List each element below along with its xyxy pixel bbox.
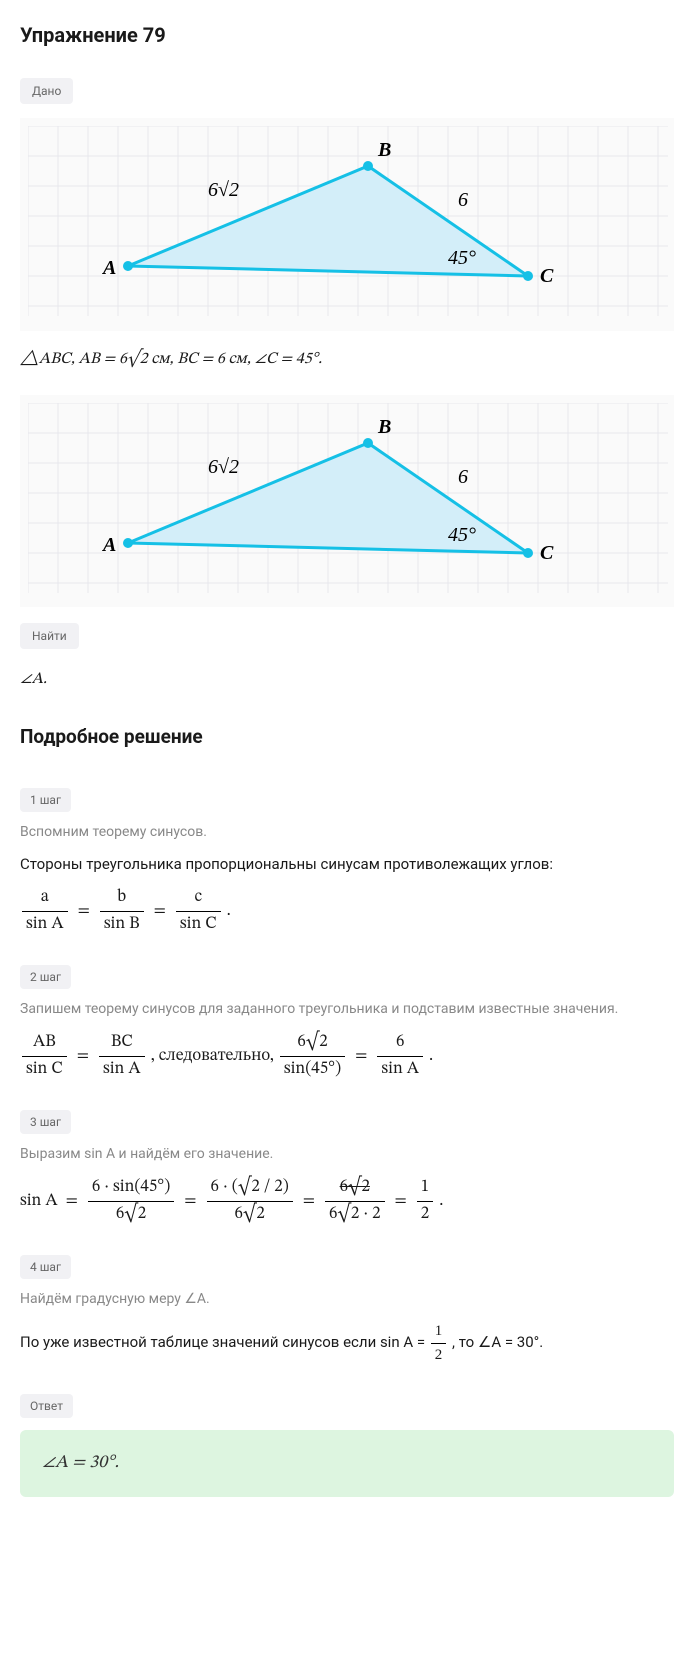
find-label: Найти (20, 623, 79, 649)
given-label: Дано (20, 78, 73, 104)
side-bc-label: 6 (458, 189, 468, 211)
step-1-label: 1 шаг (20, 788, 71, 812)
triangle-svg-2: A B C 6√2 6 45° (28, 403, 668, 593)
side-bc-label: 6 (458, 466, 468, 488)
find-statement: ∠A. (20, 667, 674, 691)
vertex-a-dot (123, 261, 133, 271)
vertex-b-dot (363, 438, 373, 448)
step-4-label: 4 шаг (20, 1255, 71, 1279)
step-1-formula: asin A = bsin B = csin C . (20, 885, 674, 937)
vertex-b-label: B (377, 416, 391, 438)
step-2-formula: ABsin C = BCsin A , следовательно, 6√2si… (20, 1030, 674, 1082)
side-ab-label: 6√2 (208, 179, 239, 201)
vertex-c-dot (523, 271, 533, 281)
answer-box: ∠A = 30°. (20, 1430, 674, 1497)
step-3-label: 3 шаг (20, 1110, 71, 1134)
given-statement: △ABC, AB = 6√2 см, BC = 6 см, ∠C = 45°. (20, 347, 674, 371)
side-ab-label: 6√2 (208, 456, 239, 478)
vertex-b-dot (363, 161, 373, 171)
vertex-b-label: B (377, 139, 391, 161)
vertex-a-dot (123, 538, 133, 548)
step-4-body: По уже известной таблице значений синусо… (20, 1320, 674, 1366)
triangle-svg-1: A B C 6√2 6 45° (28, 126, 668, 316)
vertex-a-label: A (101, 257, 116, 279)
angle-c-label: 45° (448, 524, 476, 546)
vertex-c-label: C (540, 542, 554, 564)
page-title: Упражнение 79 (20, 20, 674, 50)
given-diagram-1: A B C 6√2 6 45° (20, 118, 674, 331)
vertex-c-label: C (540, 265, 554, 287)
given-diagram-2: A B C 6√2 6 45° (20, 395, 674, 608)
angle-c-label: 45° (448, 247, 476, 269)
vertex-a-label: A (101, 534, 116, 556)
step-1-body: Стороны треугольника пропорциональны син… (20, 853, 674, 876)
vertex-c-dot (523, 548, 533, 558)
step-3-formula: sin A = 6 · sin(45°)6√2 = 6 · (√2 / 2)6√… (20, 1175, 674, 1227)
step-3-intro: Выразим sin A и найдём его значение. (20, 1144, 674, 1165)
answer-label: Ответ (20, 1394, 73, 1418)
step-1-intro: Вспомним теорему синусов. (20, 822, 674, 843)
step-2-intro: Запишем теорему синусов для заданного тр… (20, 999, 674, 1020)
step-2-label: 2 шаг (20, 965, 71, 989)
solution-title: Подробное решение (20, 723, 674, 752)
step-4-intro: Найдём градусную меру ∠A. (20, 1289, 674, 1310)
